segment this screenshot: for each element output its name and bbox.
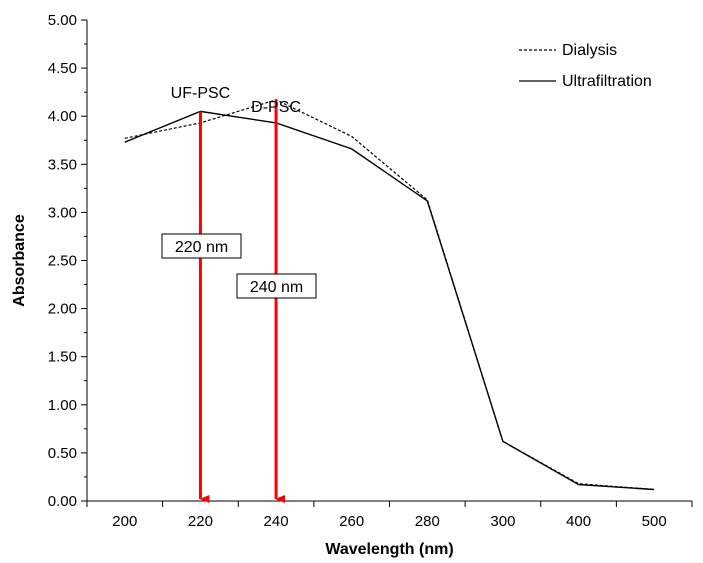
y-axis-title: Absorbance [11,214,28,307]
y-tick-label: 0.00 [48,493,77,510]
legend-label-ultrafiltration: Ultrafiltration [562,73,652,90]
series-line-ultrafiltration [124,110,655,491]
x-tick-label: 280 [415,513,440,530]
y-tick-label: 4.50 [48,60,77,77]
y-tick-label: 3.00 [48,204,77,221]
x-tick-label: 400 [566,513,591,530]
y-tick-label: 3.50 [48,156,77,173]
y-tick-label: 5.00 [48,12,77,29]
x-tick-label: 500 [642,513,667,530]
legend-label-dialysis: Dialysis [562,42,617,59]
series-layer [124,99,655,491]
wavelength-label-240: 240 nm [250,279,303,296]
y-tick-label: 2.50 [48,253,77,270]
x-tick-label: 240 [264,513,289,530]
legend: Dialysis Ultrafiltration [519,42,652,90]
x-tick-label: 260 [339,513,364,530]
x-tick-label: 300 [490,513,515,530]
wavelength-box-220 [161,233,242,259]
x-axis-title: Wavelength (nm) [325,541,453,558]
y-tick-label: 2.00 [48,301,77,318]
y-tick-label: 4.00 [48,108,77,125]
peak-label-240: D-PSC [251,99,301,116]
x-tick-label: 200 [112,513,137,530]
x-tick-label: 220 [188,513,213,530]
series-line-dialysis [124,99,655,491]
wavelength-label-220: 220 nm [175,239,228,256]
y-tick-label: 0.50 [48,445,77,462]
peak-label-220: UF-PSC [171,85,231,102]
y-tick-label: 1.00 [48,397,77,414]
wavelength-box-240 [236,273,317,299]
y-tick-label: 1.50 [48,349,77,366]
axes: 0.00 0.50 1.00 1.50 2.00 2.50 3.00 3.50 4.00 4.50… [48,12,693,530]
annotation-layer: UF-PSC 220 nm D-PSC 240 nm [161,85,317,503]
